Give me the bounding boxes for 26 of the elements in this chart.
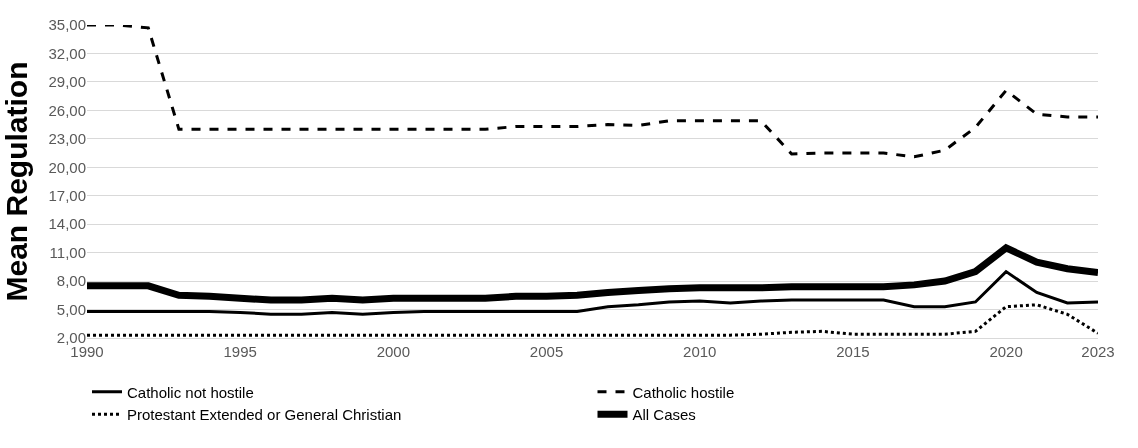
y-tick-label: 23,00 [48,130,86,148]
y-tick-label: 17,00 [48,186,86,204]
x-tick-label: 2015 [836,343,870,360]
legend-label: Catholic not hostile [127,383,254,401]
x-tick-label: 2005 [529,343,564,360]
line-series [87,25,1098,159]
y-axis-title: Mean Regulation [0,61,33,302]
legend-label: All Cases [632,406,696,424]
y-tick-label: 29,00 [48,73,86,91]
legend-label: Protestant Extended or General Christian [127,406,402,424]
line-series [87,270,1098,316]
y-tick-label: 35,00 [48,16,86,34]
y-tick-label: 32,00 [48,44,86,62]
y-tick-label: 20,00 [48,158,86,176]
y-tick-label: 5,00 [56,300,86,318]
y-tick-label: 11,00 [49,243,86,261]
legend-label: Catholic hostile [632,383,735,401]
x-tick-label: 2000 [376,343,411,360]
x-tick-label: 1995 [223,343,257,360]
line-series [87,303,1098,337]
x-tick-label: 2023 [1081,343,1115,360]
x-tick-label: 2020 [989,343,1023,360]
y-tick-label: 8,00 [56,272,86,290]
x-tick-label: 2010 [683,343,717,360]
y-tick-label: 14,00 [48,215,86,233]
y-tick-label: 26,00 [48,101,86,119]
